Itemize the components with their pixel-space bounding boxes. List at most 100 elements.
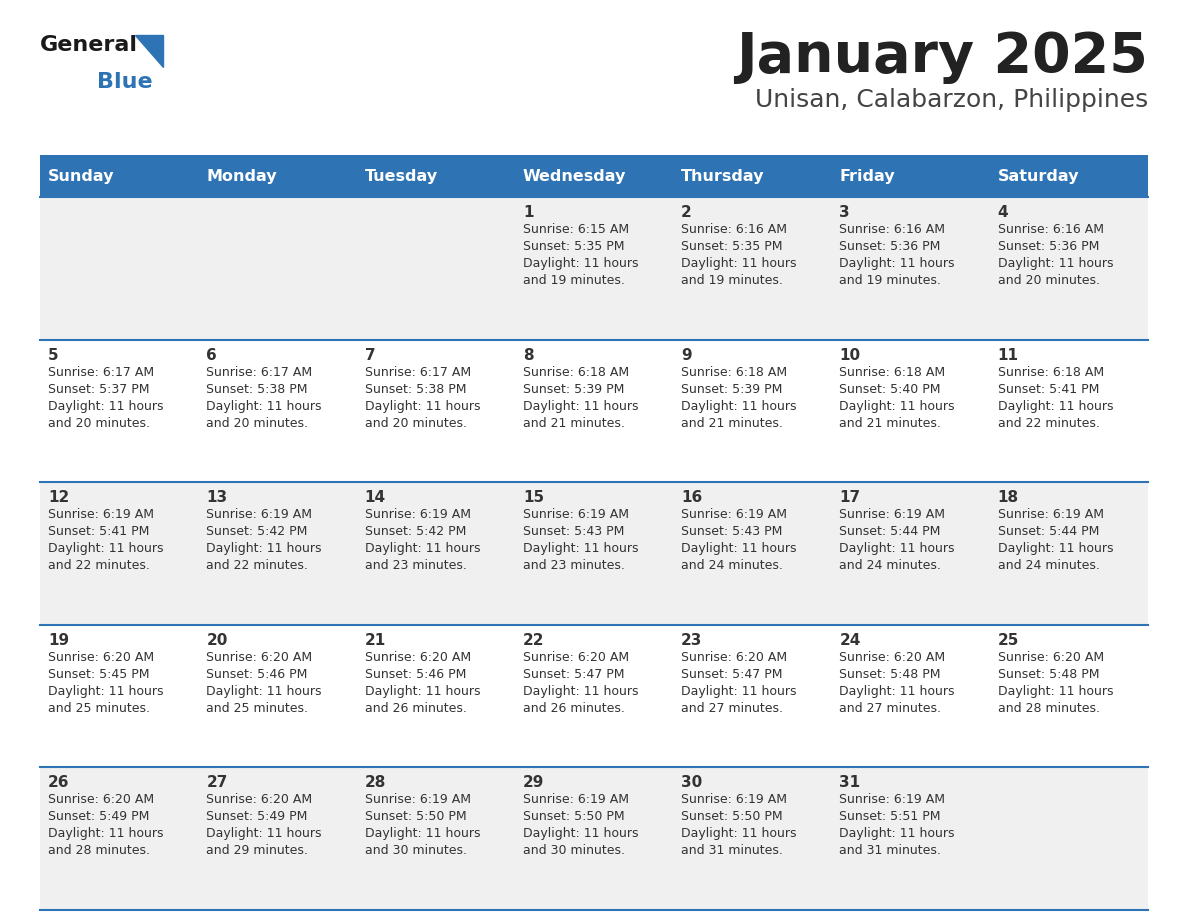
Text: 23: 23: [681, 633, 702, 648]
Text: Daylight: 11 hours: Daylight: 11 hours: [681, 399, 797, 412]
Text: and 24 minutes.: and 24 minutes.: [681, 559, 783, 572]
Text: 5: 5: [48, 348, 58, 363]
Bar: [198, 340, 356, 482]
Text: Sunrise: 6:19 AM: Sunrise: 6:19 AM: [207, 509, 312, 521]
Text: and 23 minutes.: and 23 minutes.: [523, 559, 625, 572]
Bar: [990, 197, 1148, 340]
Text: Daylight: 11 hours: Daylight: 11 hours: [365, 543, 480, 555]
Bar: [674, 340, 832, 482]
Text: and 25 minutes.: and 25 minutes.: [207, 701, 308, 715]
Bar: [832, 197, 990, 340]
Text: 16: 16: [681, 490, 702, 505]
Text: 10: 10: [840, 348, 860, 363]
Text: Daylight: 11 hours: Daylight: 11 hours: [365, 685, 480, 698]
Text: Sunset: 5:41 PM: Sunset: 5:41 PM: [48, 525, 150, 538]
Bar: [356, 155, 514, 197]
Text: Daylight: 11 hours: Daylight: 11 hours: [207, 827, 322, 840]
Bar: [674, 625, 832, 767]
Text: Daylight: 11 hours: Daylight: 11 hours: [840, 257, 955, 270]
Bar: [514, 625, 674, 767]
Text: and 29 minutes.: and 29 minutes.: [207, 845, 308, 857]
Text: Sunset: 5:37 PM: Sunset: 5:37 PM: [48, 383, 150, 396]
Bar: [514, 482, 674, 625]
Text: and 27 minutes.: and 27 minutes.: [681, 701, 783, 715]
Text: Sunrise: 6:17 AM: Sunrise: 6:17 AM: [207, 365, 312, 378]
Text: Sunrise: 6:19 AM: Sunrise: 6:19 AM: [365, 509, 470, 521]
Text: and 21 minutes.: and 21 minutes.: [840, 417, 941, 430]
Text: Sunrise: 6:19 AM: Sunrise: 6:19 AM: [998, 509, 1104, 521]
Text: and 19 minutes.: and 19 minutes.: [523, 274, 625, 287]
Text: Wednesday: Wednesday: [523, 169, 626, 184]
Text: 30: 30: [681, 776, 702, 790]
Text: Sunset: 5:44 PM: Sunset: 5:44 PM: [998, 525, 1099, 538]
Text: and 27 minutes.: and 27 minutes.: [840, 701, 941, 715]
Text: 11: 11: [998, 348, 1019, 363]
Text: and 21 minutes.: and 21 minutes.: [681, 417, 783, 430]
Text: Daylight: 11 hours: Daylight: 11 hours: [365, 827, 480, 840]
Bar: [356, 625, 514, 767]
Bar: [674, 155, 832, 197]
Text: 24: 24: [840, 633, 861, 648]
Text: 31: 31: [840, 776, 860, 790]
Text: Daylight: 11 hours: Daylight: 11 hours: [48, 685, 164, 698]
Text: Sunrise: 6:18 AM: Sunrise: 6:18 AM: [840, 365, 946, 378]
Text: Daylight: 11 hours: Daylight: 11 hours: [840, 685, 955, 698]
Text: Sunrise: 6:19 AM: Sunrise: 6:19 AM: [523, 793, 628, 806]
Text: Daylight: 11 hours: Daylight: 11 hours: [681, 543, 797, 555]
Bar: [514, 155, 674, 197]
Bar: [990, 340, 1148, 482]
Text: Sunrise: 6:18 AM: Sunrise: 6:18 AM: [523, 365, 628, 378]
Text: and 20 minutes.: and 20 minutes.: [365, 417, 467, 430]
Text: 8: 8: [523, 348, 533, 363]
Text: Daylight: 11 hours: Daylight: 11 hours: [998, 685, 1113, 698]
Text: and 23 minutes.: and 23 minutes.: [365, 559, 467, 572]
Text: Sunset: 5:42 PM: Sunset: 5:42 PM: [207, 525, 308, 538]
Text: Sunset: 5:35 PM: Sunset: 5:35 PM: [523, 240, 625, 253]
Text: and 25 minutes.: and 25 minutes.: [48, 701, 150, 715]
Text: Sunset: 5:40 PM: Sunset: 5:40 PM: [840, 383, 941, 396]
Text: Daylight: 11 hours: Daylight: 11 hours: [998, 543, 1113, 555]
Bar: [514, 197, 674, 340]
Text: Sunrise: 6:20 AM: Sunrise: 6:20 AM: [365, 651, 470, 664]
Text: and 21 minutes.: and 21 minutes.: [523, 417, 625, 430]
Bar: [356, 340, 514, 482]
Text: Sunrise: 6:16 AM: Sunrise: 6:16 AM: [998, 223, 1104, 236]
Text: 3: 3: [840, 205, 851, 220]
Bar: [356, 197, 514, 340]
Text: Sunset: 5:39 PM: Sunset: 5:39 PM: [523, 383, 624, 396]
Text: Daylight: 11 hours: Daylight: 11 hours: [840, 827, 955, 840]
Bar: [990, 767, 1148, 910]
Text: Daylight: 11 hours: Daylight: 11 hours: [998, 399, 1113, 412]
Text: 18: 18: [998, 490, 1019, 505]
Text: Sunset: 5:35 PM: Sunset: 5:35 PM: [681, 240, 783, 253]
Text: Daylight: 11 hours: Daylight: 11 hours: [523, 257, 638, 270]
Bar: [990, 625, 1148, 767]
Text: Daylight: 11 hours: Daylight: 11 hours: [523, 685, 638, 698]
Text: Sunrise: 6:19 AM: Sunrise: 6:19 AM: [48, 509, 154, 521]
Text: Sunset: 5:36 PM: Sunset: 5:36 PM: [998, 240, 1099, 253]
Bar: [514, 340, 674, 482]
Text: Daylight: 11 hours: Daylight: 11 hours: [48, 827, 164, 840]
Text: and 30 minutes.: and 30 minutes.: [365, 845, 467, 857]
Text: Daylight: 11 hours: Daylight: 11 hours: [523, 827, 638, 840]
Text: 13: 13: [207, 490, 227, 505]
Text: Sunset: 5:49 PM: Sunset: 5:49 PM: [48, 811, 150, 823]
Text: Daylight: 11 hours: Daylight: 11 hours: [681, 685, 797, 698]
Text: Sunset: 5:38 PM: Sunset: 5:38 PM: [365, 383, 466, 396]
Bar: [40, 155, 198, 197]
Text: Sunrise: 6:20 AM: Sunrise: 6:20 AM: [207, 793, 312, 806]
Bar: [832, 155, 990, 197]
Bar: [356, 482, 514, 625]
Text: and 28 minutes.: and 28 minutes.: [998, 701, 1100, 715]
Text: Sunset: 5:49 PM: Sunset: 5:49 PM: [207, 811, 308, 823]
Text: and 26 minutes.: and 26 minutes.: [365, 701, 467, 715]
Bar: [40, 625, 198, 767]
Text: Sunrise: 6:19 AM: Sunrise: 6:19 AM: [681, 509, 788, 521]
Text: 27: 27: [207, 776, 228, 790]
Text: 17: 17: [840, 490, 860, 505]
Text: Sunset: 5:43 PM: Sunset: 5:43 PM: [681, 525, 783, 538]
Text: 29: 29: [523, 776, 544, 790]
Text: Sunset: 5:46 PM: Sunset: 5:46 PM: [365, 667, 466, 681]
Text: 2: 2: [681, 205, 691, 220]
Text: Sunrise: 6:20 AM: Sunrise: 6:20 AM: [48, 793, 154, 806]
